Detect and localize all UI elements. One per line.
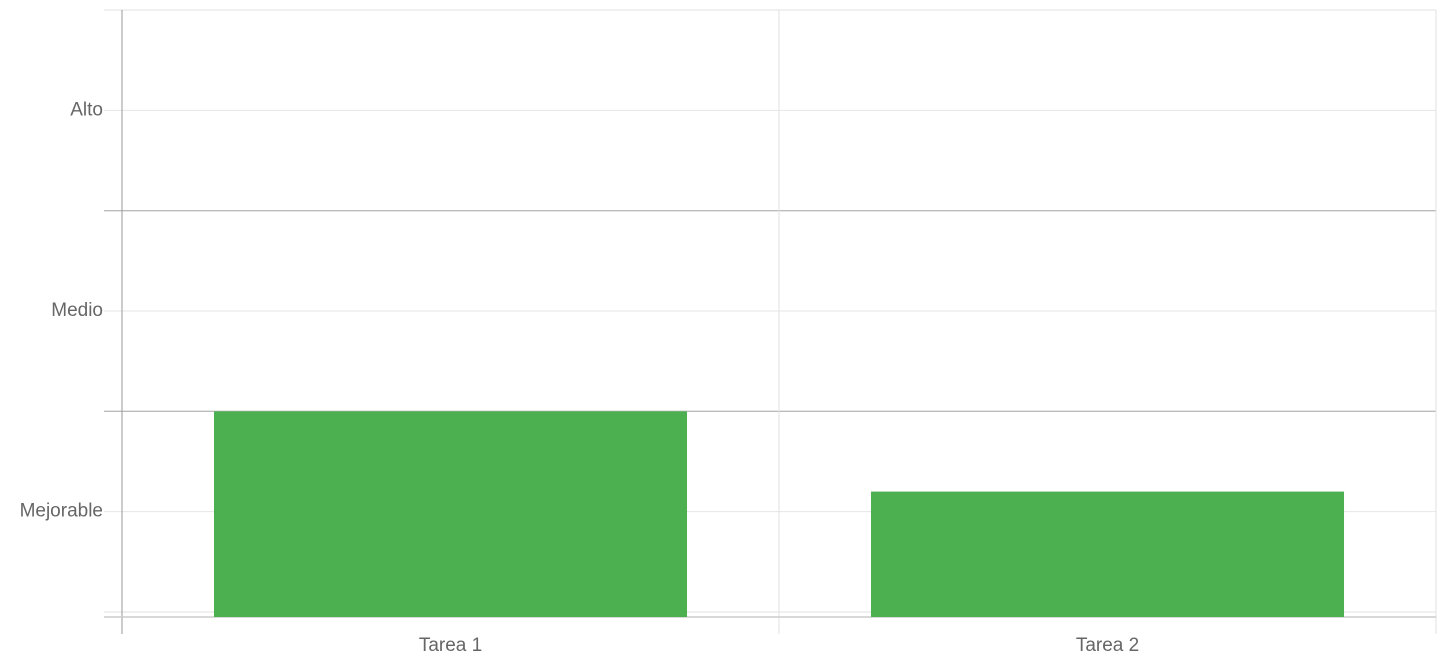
x-tick-label: Tarea 2 [1076,635,1139,656]
bar [213,411,688,617]
x-tick-label: Tarea 1 [419,635,482,656]
y-tick-label: Medio [51,300,103,321]
bar [870,491,1345,617]
y-tick-label: Alto [70,99,103,120]
y-tick-label: Mejorable [20,501,103,522]
